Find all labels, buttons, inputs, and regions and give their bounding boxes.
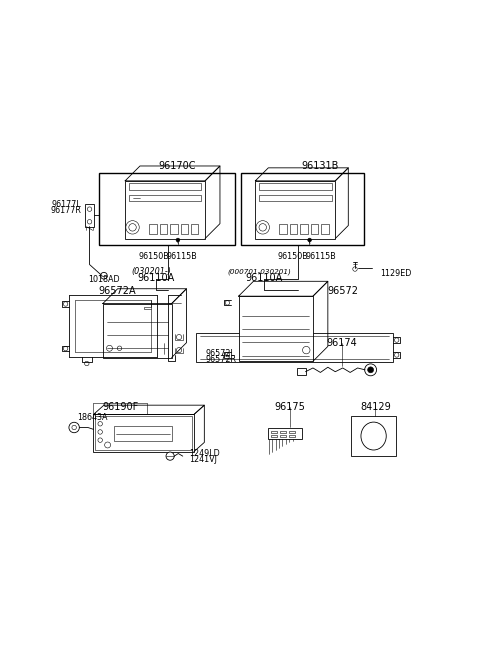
Text: 96174: 96174 [326,338,357,348]
Text: 84129: 84129 [360,402,391,412]
Circle shape [225,301,229,305]
Text: 18643A: 18643A [77,413,108,422]
Circle shape [353,267,357,271]
Circle shape [72,425,76,430]
Bar [160,223,167,234]
Circle shape [63,346,68,351]
Circle shape [126,221,139,234]
Bar [180,223,188,234]
Bar [103,304,172,358]
Bar [170,223,178,234]
Text: 96572: 96572 [327,286,358,296]
Text: (030201-): (030201-) [131,267,171,276]
Text: 96572A: 96572A [99,286,136,296]
Bar [149,223,156,234]
Circle shape [84,362,89,365]
Text: 1241VJ: 1241VJ [190,455,217,464]
Bar [129,183,202,190]
Text: 96170C: 96170C [158,161,196,172]
Text: 96115B: 96115B [305,252,336,261]
Bar [94,415,194,452]
Circle shape [368,367,373,373]
Circle shape [395,338,399,343]
Circle shape [259,223,266,231]
Bar [321,223,329,234]
Circle shape [87,207,92,212]
Circle shape [98,430,102,434]
Ellipse shape [361,422,386,450]
Bar [297,368,306,375]
Bar [255,181,335,238]
Circle shape [395,353,399,357]
Text: 96131B: 96131B [301,161,338,172]
Circle shape [105,442,110,448]
Bar [125,181,205,238]
Bar [290,223,297,234]
Text: 96150B: 96150B [277,252,308,261]
Text: 1018AD: 1018AD [88,275,120,284]
Circle shape [98,438,102,442]
Circle shape [225,352,229,357]
Bar [279,223,287,234]
Bar [351,416,396,456]
Text: 96190F: 96190F [102,402,138,412]
Circle shape [302,346,310,354]
Bar [259,183,332,190]
Bar [85,204,94,227]
Bar [191,223,198,234]
Text: 96572R: 96572R [205,355,236,364]
Bar [280,431,286,434]
Bar [300,223,308,234]
Bar [99,173,235,245]
Circle shape [98,422,102,426]
Text: 1249LD: 1249LD [190,449,220,458]
Text: 96110A: 96110A [245,272,283,282]
Text: 96175: 96175 [275,402,305,412]
Bar [196,333,393,362]
Circle shape [177,335,181,340]
Bar [268,428,302,439]
Bar [271,431,277,434]
Circle shape [63,302,68,307]
Bar [280,434,286,437]
Bar [241,173,364,245]
Circle shape [308,238,312,242]
Text: 96177R: 96177R [51,206,82,215]
Text: 96115B: 96115B [167,252,197,261]
Bar [114,426,172,441]
Circle shape [129,223,136,231]
Circle shape [166,452,174,460]
Bar [259,195,332,201]
Circle shape [117,346,122,350]
Text: 1129ED: 1129ED [380,269,411,278]
Text: 96150B: 96150B [138,252,169,261]
Bar [239,296,313,362]
Bar [96,417,192,450]
Circle shape [69,422,79,433]
Bar [129,195,202,201]
Text: 96572L: 96572L [206,348,236,358]
Circle shape [176,238,180,242]
Circle shape [87,219,92,224]
Circle shape [256,221,269,234]
Bar [271,434,277,437]
Bar [289,431,295,434]
Circle shape [107,345,112,351]
Text: 96110A: 96110A [137,272,175,282]
Circle shape [177,348,181,353]
Text: (000701-030201): (000701-030201) [227,268,291,274]
Circle shape [365,364,377,376]
Circle shape [100,272,107,279]
Bar [311,223,318,234]
Bar [289,434,295,437]
Text: 96177L: 96177L [52,200,82,209]
